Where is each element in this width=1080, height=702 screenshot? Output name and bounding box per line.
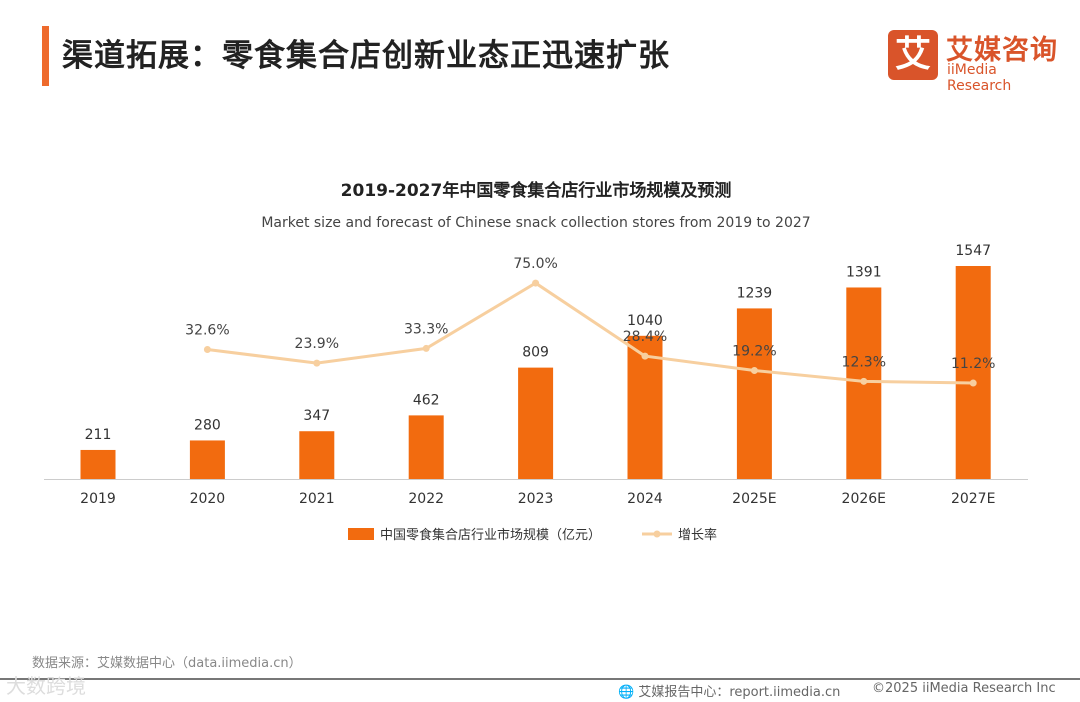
report-text: 艾媒报告中心：report.iimedia.cn [638,685,841,700]
legend-line-label: 增长率 [678,527,717,543]
bar-value-label: 1040 [627,313,663,329]
growth-point [422,344,430,352]
bar [299,431,335,479]
copyright: ©2025 iiMedia Research Inc [872,681,1056,696]
x-tick-label: 2026E [842,491,886,507]
x-tick-label: 2023 [518,491,554,507]
legend-bar-label: 中国零食集合店行业市场规模（亿元） [380,527,601,543]
growth-line [207,281,974,385]
bar [518,367,554,479]
growth-point [532,279,540,287]
bar-value-label: 1547 [955,243,991,259]
bar-value-label: 462 [413,392,440,408]
x-tick-label: 2020 [190,491,226,507]
page-title: 渠道拓展：零食集合店创新业态正迅速扩张 [62,38,670,74]
bar [189,440,225,479]
footer-divider [0,678,1080,680]
x-tick-label: 2027E [951,491,995,507]
bar-value-label: 347 [303,408,330,424]
x-tick-label: 2021 [299,491,335,507]
growth-label: 11.2% [951,356,995,372]
bar [80,449,116,479]
chart-title: 2019-2027年中国零食集合店行业市场规模及预测 [341,180,732,201]
bar [408,415,444,479]
growth-label: 28.4% [623,329,667,345]
title-accent-bar [42,26,49,86]
growth-label: 19.2% [732,344,776,360]
x-tick-label: 2022 [408,491,444,507]
bar-value-label: 809 [522,345,549,361]
logo: 艾 艾媒咨询 iiMedia Research [888,30,1064,94]
watermark: 大数跨境 [6,674,86,698]
bar [736,308,772,479]
growth-point [860,377,868,385]
growth-label: 33.3% [404,321,448,337]
legend: 中国零食集合店行业市场规模（亿元） 增长率 [348,527,717,543]
legend-line-marker [653,530,661,538]
growth-point [203,346,211,354]
logo-mark: 艾 [888,30,938,80]
growth-label: 23.9% [295,336,339,352]
growth-point [313,359,321,367]
x-tick-label: 2025E [732,491,776,507]
growth-label: 32.6% [185,323,229,339]
growth-point [641,352,649,360]
logo-cn: 艾媒咨询 [946,35,1058,66]
bar [955,266,991,479]
legend-bar-swatch [348,528,374,540]
x-tick-label: 2024 [627,491,663,507]
x-tick-label: 2019 [80,491,116,507]
globe-icon: 🌐 [618,685,635,700]
bar [627,335,663,479]
growth-point [750,367,758,375]
bar-value-label: 211 [85,427,112,443]
bar-value-label: 280 [194,417,221,433]
growth-label: 12.3% [842,354,886,370]
logo-en: iiMedia Research [947,62,1012,94]
bar-value-label: 1239 [737,285,773,301]
report-link[interactable]: 🌐 艾媒报告中心：report.iimedia.cn [618,681,840,700]
source-note: 数据来源：艾媒数据中心（data.iimedia.cn） [32,656,302,671]
growth-point [969,379,977,387]
growth-label: 75.0% [513,256,557,272]
bar-value-label: 1391 [846,264,882,280]
chart-subtitle: Market size and forecast of Chinese snac… [261,215,810,231]
